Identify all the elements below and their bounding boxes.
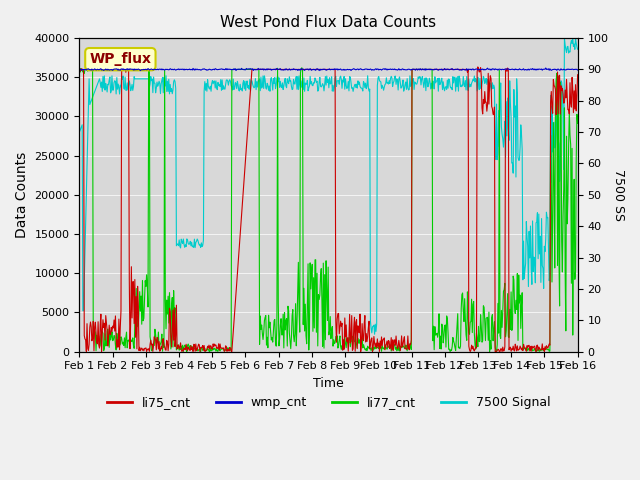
X-axis label: Time: Time	[313, 377, 344, 390]
Legend: li75_cnt, wmp_cnt, li77_cnt, 7500 Signal: li75_cnt, wmp_cnt, li77_cnt, 7500 Signal	[102, 391, 556, 414]
Y-axis label: Data Counts: Data Counts	[15, 152, 29, 238]
Text: WP_flux: WP_flux	[90, 52, 152, 66]
Y-axis label: 7500 SS: 7500 SS	[612, 169, 625, 221]
Title: West Pond Flux Data Counts: West Pond Flux Data Counts	[220, 15, 436, 30]
